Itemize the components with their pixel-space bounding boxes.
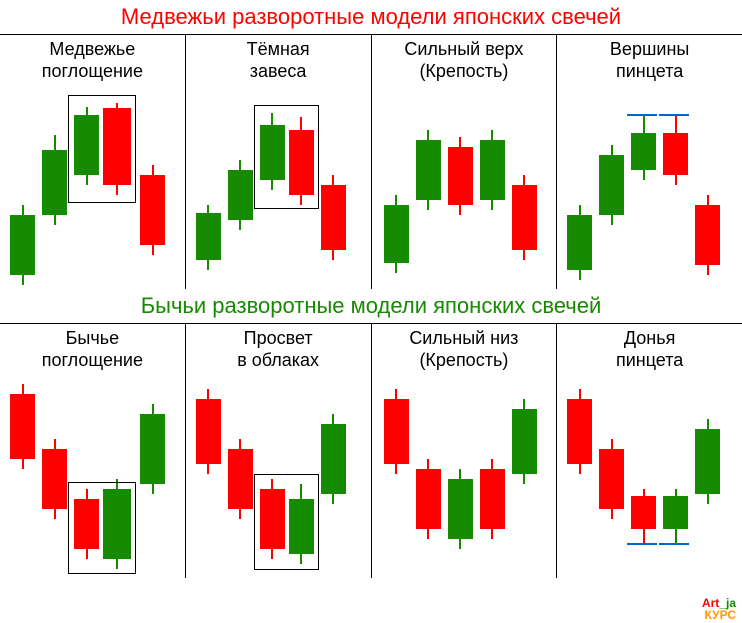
pattern-grid: БычьепоглощениеПросветв облакахСильный н… xyxy=(0,323,742,578)
pattern-cell: Сильный верх(Крепость) xyxy=(371,34,557,289)
candle-bear xyxy=(448,137,473,215)
pattern-cell: Сильный низ(Крепость) xyxy=(371,323,557,578)
tweezer-line xyxy=(659,114,689,116)
pattern-cell: Доньяпинцета xyxy=(556,323,742,578)
candle-bull xyxy=(196,205,221,270)
candle-bear xyxy=(631,489,656,544)
pattern-label: Просветв облаках xyxy=(186,324,371,375)
candle-bull xyxy=(228,160,253,230)
pattern-cell: Тёмнаязавеса xyxy=(185,34,371,289)
candle-bull xyxy=(599,145,624,225)
candle-bull xyxy=(448,469,473,549)
candle-bear xyxy=(228,439,253,519)
candle-bull xyxy=(74,107,99,185)
tweezer-line xyxy=(659,543,689,545)
tweezer-line xyxy=(627,114,657,116)
candle-bull xyxy=(10,205,35,285)
pattern-cell: Просветв облаках xyxy=(185,323,371,578)
candle-bear xyxy=(103,103,131,195)
candle-bull xyxy=(103,479,131,569)
candle-bear xyxy=(599,439,624,519)
candle-bear xyxy=(196,389,221,474)
pattern-grid: МедвежьепоглощениеТёмнаязавесаСильный ве… xyxy=(0,34,742,289)
pattern-cell: Бычьепоглощение xyxy=(0,323,185,578)
candle-bull xyxy=(567,205,592,280)
pattern-label: Медвежьепоглощение xyxy=(0,35,185,86)
section-title: Бычьи разворотные модели японских свечей xyxy=(0,289,742,323)
candle-bear xyxy=(10,384,35,469)
pattern-label: Бычьепоглощение xyxy=(0,324,185,375)
candle-bear xyxy=(74,489,99,559)
candle-bear xyxy=(512,175,537,260)
candle-bear xyxy=(480,459,505,539)
pattern-cell: Вершиныпинцета xyxy=(556,34,742,289)
candle-bear xyxy=(695,195,720,275)
candle-bull xyxy=(260,113,285,190)
pattern-label: Тёмнаязавеса xyxy=(186,35,371,86)
tweezer-line xyxy=(627,543,657,545)
logo: Art_jaКУРС xyxy=(702,597,736,621)
pattern-cell: Медвежьепоглощение xyxy=(0,34,185,289)
candle-bear xyxy=(663,115,688,185)
pattern-label: Доньяпинцета xyxy=(557,324,742,375)
candle-bear xyxy=(140,165,165,255)
candle-bear xyxy=(321,175,346,260)
candle-bull xyxy=(289,484,314,564)
candle-bull xyxy=(416,130,441,210)
candle-bull xyxy=(695,419,720,504)
candle-bull xyxy=(42,135,67,225)
candle-bear xyxy=(416,459,441,539)
pattern-label: Сильный низ(Крепость) xyxy=(372,324,557,375)
candle-bear xyxy=(289,117,314,205)
section-title: Медвежьи разворотные модели японских све… xyxy=(0,0,742,34)
pattern-label: Вершиныпинцета xyxy=(557,35,742,86)
candle-bear xyxy=(260,479,285,559)
candle-bull xyxy=(384,195,409,273)
candle-bull xyxy=(480,130,505,210)
candle-bull xyxy=(321,414,346,504)
candle-bear xyxy=(42,439,67,519)
candle-bear xyxy=(567,389,592,474)
candle-bull xyxy=(663,489,688,544)
candle-bull xyxy=(631,115,656,180)
pattern-label: Сильный верх(Крепость) xyxy=(372,35,557,86)
candle-bull xyxy=(512,399,537,484)
candle-bear xyxy=(384,389,409,474)
candle-bull xyxy=(140,404,165,494)
